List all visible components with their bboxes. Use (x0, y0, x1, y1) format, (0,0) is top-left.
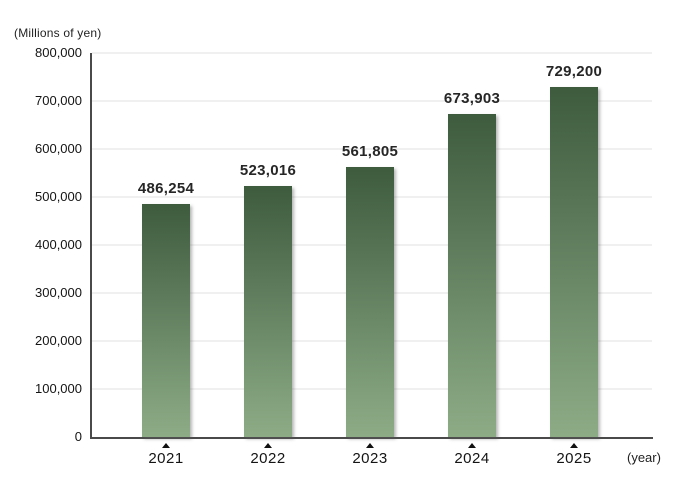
y-tick-label: 600,000 (35, 141, 82, 156)
bar-2024 (448, 114, 496, 437)
y-axis-unit-label: (Millions of yen) (14, 26, 102, 40)
gridline (92, 100, 652, 102)
y-tick-label: 700,000 (35, 93, 82, 108)
y-tick-label: 200,000 (35, 333, 82, 348)
triangle-up-icon (264, 443, 272, 448)
bar-2021 (142, 204, 190, 437)
triangle-up-icon (570, 443, 578, 448)
y-tick-label: 400,000 (35, 237, 82, 252)
bar-value-label: 673,903 (443, 90, 501, 107)
y-tick-label: 800,000 (35, 45, 82, 60)
x-category-label: 2023 (352, 450, 388, 467)
x-category-label: 2024 (454, 450, 490, 467)
y-tick-label: 0 (74, 429, 82, 444)
x-category-label: 2025 (556, 450, 592, 467)
bar-value-label: 561,805 (341, 143, 399, 160)
x-category-label: 2021 (148, 450, 184, 467)
bar-value-label: 729,200 (545, 63, 603, 80)
gridline (92, 52, 652, 54)
y-tick-label: 500,000 (35, 189, 82, 204)
x-axis-unit-label: (year) (627, 450, 661, 465)
triangle-up-icon (162, 443, 170, 448)
bar-value-label: 523,016 (239, 162, 297, 179)
y-tick-label: 100,000 (35, 381, 82, 396)
bar-2025 (550, 87, 598, 437)
bar-2022 (244, 186, 292, 437)
x-category-label: 2022 (250, 450, 286, 467)
y-tick-label: 300,000 (35, 285, 82, 300)
triangle-up-icon (468, 443, 476, 448)
bar-2023 (346, 167, 394, 437)
bar-value-label: 486,254 (137, 180, 195, 197)
gridline (92, 148, 652, 150)
triangle-up-icon (366, 443, 374, 448)
